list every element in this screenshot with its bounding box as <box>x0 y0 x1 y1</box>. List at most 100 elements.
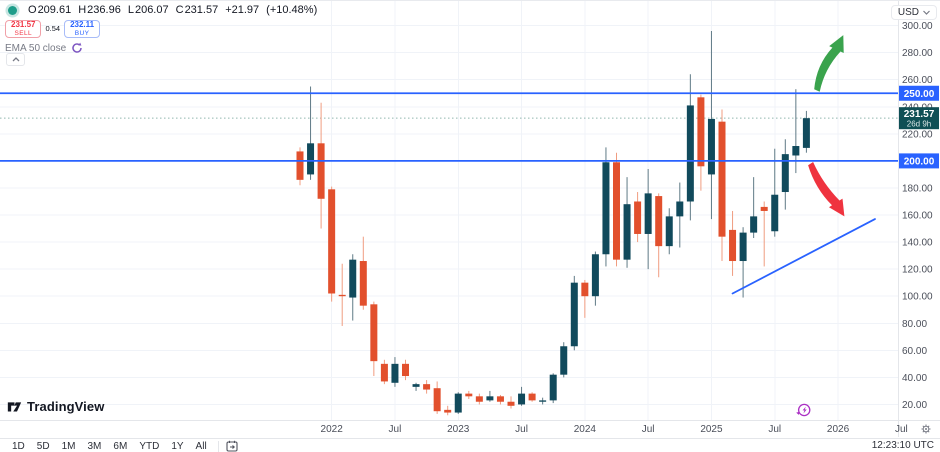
candle-body <box>560 346 568 375</box>
chevron-down-icon <box>923 10 930 15</box>
candle-body <box>792 146 800 156</box>
chart-canvas[interactable]: 20.00 40.00 60.00 80.00 100.00 120.00 140.00 16… <box>0 1 940 438</box>
time-axis-label[interactable]: Jul <box>515 424 528 435</box>
price-axis-label: 80.00 <box>902 319 927 330</box>
chevron-up-icon <box>12 57 19 62</box>
series-status-dot[interactable] <box>8 5 17 15</box>
price-axis-label: 160.00 <box>902 211 933 222</box>
candle-body <box>328 189 336 294</box>
bottom-toolbar: 1D 5D 1M 3M 6M YTD 1Y All <box>0 438 940 452</box>
gear-tooth <box>922 430 925 433</box>
clock[interactable]: 12:23:10 UTC <box>871 440 934 451</box>
time-axis-label[interactable]: 2025 <box>700 424 723 435</box>
time-axis-label[interactable]: 2024 <box>574 424 597 435</box>
price-axis-label: 120.00 <box>902 265 933 276</box>
range-button-all[interactable]: All <box>195 440 207 452</box>
time-axis-label[interactable]: 2022 <box>321 424 344 435</box>
candle-body <box>602 162 610 255</box>
candle-body <box>444 409 452 413</box>
candle-body <box>465 393 473 397</box>
range-button-3m[interactable]: 3M <box>87 440 102 452</box>
range-button-5d[interactable]: 5D <box>36 440 50 452</box>
range-button-1y[interactable]: 1Y <box>171 440 184 452</box>
price-level-badge <box>899 85 939 101</box>
tradingview-logo-text: TradingView <box>27 399 105 414</box>
price-axis-label: 20.00 <box>902 400 927 411</box>
open-label: O <box>28 4 37 16</box>
candle-body <box>613 162 620 260</box>
range-button-ytd[interactable]: YTD <box>139 440 160 452</box>
range-button-1d[interactable]: 1D <box>12 440 25 452</box>
time-axis-label[interactable]: Jul <box>642 424 655 435</box>
price-axis-label: 100.00 <box>902 292 933 303</box>
candle-body <box>412 384 420 387</box>
candle-body <box>307 143 315 175</box>
replay-bolt-icon <box>796 403 811 417</box>
price-axis-label: 260.00 <box>902 75 933 86</box>
arrow-up[interactable] <box>814 35 844 92</box>
gear-icon[interactable] <box>921 424 931 434</box>
range-button-1m[interactable]: 1M <box>61 440 76 452</box>
candle-body <box>454 393 462 413</box>
close-label: C <box>175 4 184 16</box>
price-axis-label: 40.00 <box>902 373 927 384</box>
candle-body <box>486 396 494 401</box>
time-axis-label[interactable]: Jul <box>895 424 908 435</box>
calendar-icon <box>226 440 238 452</box>
candle-body <box>655 196 663 247</box>
toolbar-divider <box>217 440 219 452</box>
arrow-down[interactable] <box>808 162 845 217</box>
candle-body <box>380 363 388 382</box>
candle-body <box>370 304 378 362</box>
sell-button[interactable]: 231.57 SELL <box>5 20 42 38</box>
candle-body <box>475 396 483 402</box>
current-price-badge <box>899 107 939 130</box>
currency-value: USD <box>897 7 919 18</box>
high-value: 236.96 <box>87 4 121 16</box>
candle-body <box>686 105 694 202</box>
price-axis-label: 60.00 <box>902 346 927 357</box>
indicator-legend[interactable]: EMA 50 close <box>5 42 83 54</box>
time-axis-label[interactable]: 2023 <box>447 424 470 435</box>
time-axis-label[interactable]: Jul <box>768 424 781 435</box>
time-axis-label[interactable]: Jul <box>389 424 402 435</box>
go-to-date-button[interactable] <box>226 440 238 452</box>
candle-body <box>423 384 431 390</box>
candle-body <box>518 393 526 405</box>
tradingview-logo[interactable]: TradingView <box>7 399 104 414</box>
range-button-6m[interactable]: 6M <box>113 440 128 452</box>
candle-body <box>359 261 367 306</box>
candle-body <box>507 401 515 406</box>
candle-body <box>570 282 578 347</box>
candle-body <box>391 363 399 383</box>
candle-body <box>581 282 589 297</box>
candle-body <box>433 388 441 412</box>
price-level-badge <box>899 153 939 169</box>
currency-dropdown[interactable]: USD <box>890 5 937 20</box>
candle-body <box>402 363 409 377</box>
low-value: 206.07 <box>134 4 169 16</box>
price-level-badge-text: 200.00 <box>904 156 935 167</box>
indicator-loading-icon <box>72 42 82 53</box>
high-label: H <box>78 4 87 16</box>
candle-body <box>528 393 536 401</box>
candle-body <box>729 229 737 262</box>
candle-body <box>349 259 357 298</box>
candle-body <box>644 193 652 234</box>
candle-body <box>802 118 810 148</box>
candle-body <box>539 400 547 402</box>
buy-button[interactable]: 232.11 BUY <box>64 20 101 38</box>
replay-icon[interactable] <box>795 402 812 424</box>
trendline[interactable] <box>731 218 876 295</box>
buy-price: 232.11 <box>70 20 95 29</box>
price-axis-label: 300.00 <box>902 21 933 32</box>
gear-center <box>925 428 927 430</box>
time-axis-label[interactable]: 2026 <box>827 424 850 435</box>
candle-body <box>549 374 557 401</box>
collapse-legend-button[interactable] <box>6 53 25 66</box>
gear-tooth <box>927 430 930 433</box>
candle-body <box>634 201 642 234</box>
candle-body <box>781 154 789 193</box>
price-axis-label: 220.00 <box>902 129 933 140</box>
